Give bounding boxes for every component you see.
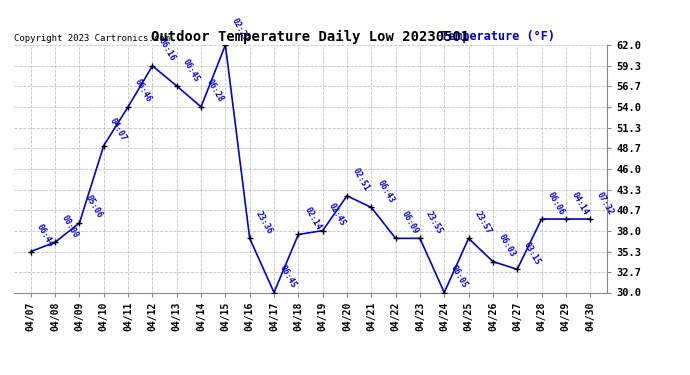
Text: 07:32: 07:32 <box>594 190 615 216</box>
Text: 06:16: 06:16 <box>157 37 177 63</box>
Text: 04:07: 04:07 <box>108 117 128 143</box>
Text: 06:45: 06:45 <box>181 57 201 83</box>
Text: 02:29: 02:29 <box>230 16 250 42</box>
Text: 06:46: 06:46 <box>132 78 152 104</box>
Text: 03:15: 03:15 <box>522 240 542 267</box>
Text: 06:03: 06:03 <box>497 232 518 259</box>
Text: 06:06: 06:06 <box>546 190 566 216</box>
Text: 06:28: 06:28 <box>205 78 226 104</box>
Text: 00:00: 00:00 <box>59 213 79 240</box>
Text: 05:06: 05:06 <box>83 194 104 220</box>
Text: 02:14: 02:14 <box>302 206 323 232</box>
Text: Copyright 2023 Cartronics.com: Copyright 2023 Cartronics.com <box>14 33 170 42</box>
Text: 04:14: 04:14 <box>570 190 591 216</box>
Text: Temperature (°F): Temperature (°F) <box>441 30 555 42</box>
Text: 06:05: 06:05 <box>448 264 469 290</box>
Title: Outdoor Temperature Daily Low 20230501: Outdoor Temperature Daily Low 20230501 <box>151 30 470 44</box>
Text: 23:57: 23:57 <box>473 209 493 236</box>
Text: 02:45: 02:45 <box>327 202 347 228</box>
Text: 23:55: 23:55 <box>424 209 444 236</box>
Text: 02:51: 02:51 <box>351 167 371 193</box>
Text: 06:45: 06:45 <box>278 264 299 290</box>
Text: 06:09: 06:09 <box>400 209 420 236</box>
Text: 23:36: 23:36 <box>254 209 274 236</box>
Text: 06:43: 06:43 <box>375 178 396 205</box>
Text: 06:44: 06:44 <box>35 223 55 249</box>
